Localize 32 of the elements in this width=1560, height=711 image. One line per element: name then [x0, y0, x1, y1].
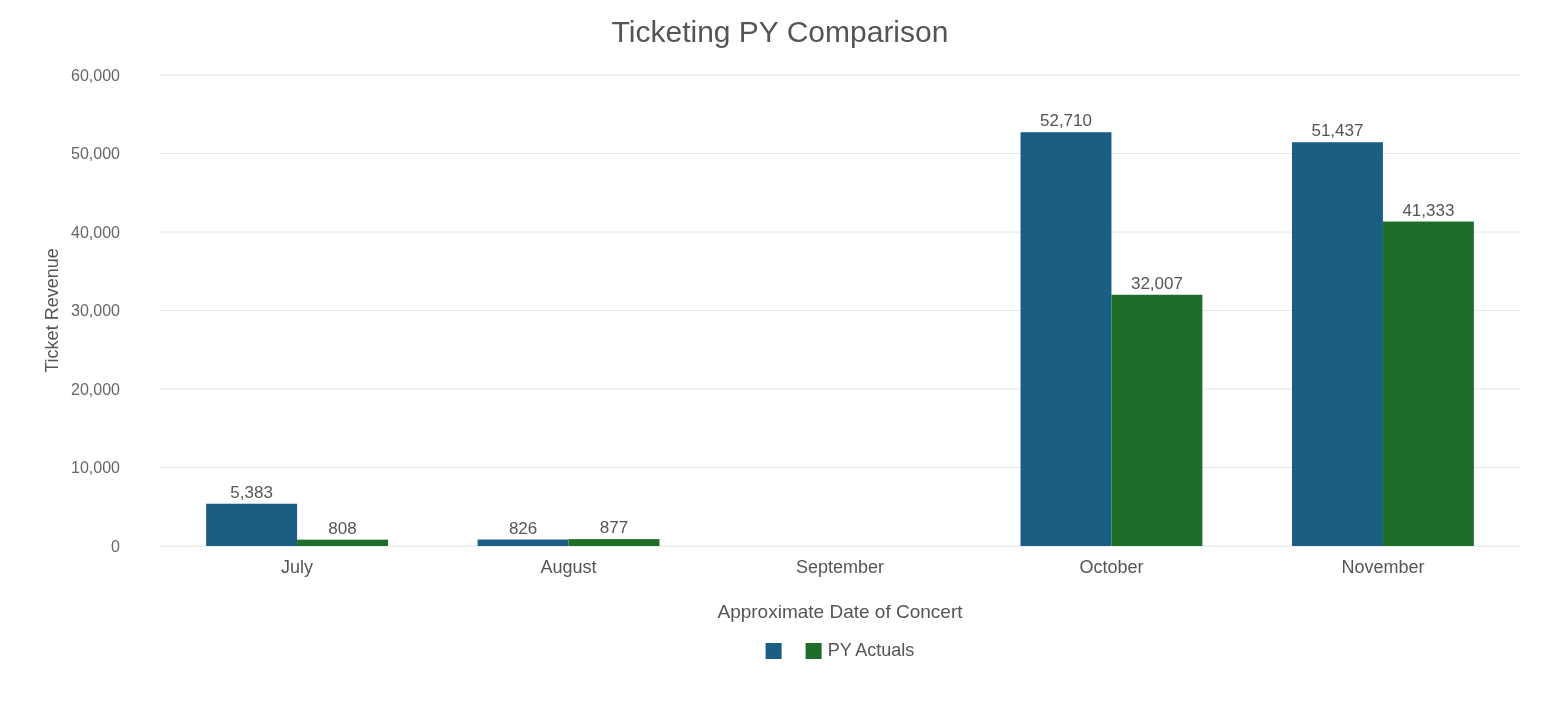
data-label: 808 [328, 518, 357, 538]
y-axis-title: Ticket Revenue [42, 248, 62, 373]
data-label: 52,710 [1039, 111, 1092, 131]
y-tick-label: 30,000 [71, 302, 121, 320]
y-tick-label: 40,000 [71, 223, 121, 241]
x-tick-label: July [281, 556, 314, 577]
bar [297, 539, 389, 546]
bar [1291, 142, 1383, 546]
x-axis-title: Approximate Date of Concert [717, 601, 964, 622]
data-label: 826 [508, 518, 538, 538]
data-label: 51,437 [1311, 121, 1364, 141]
x-tick-label: September [795, 556, 885, 577]
data-label: 41,333 [1402, 200, 1455, 220]
bar [206, 503, 298, 546]
x-tick-label: November [1341, 556, 1425, 577]
bar [1382, 221, 1474, 546]
y-tick-label: 50,000 [71, 145, 121, 163]
bar [568, 539, 660, 546]
bar [477, 539, 569, 546]
chart-title: Ticketing PY Comparison [611, 15, 949, 48]
y-tick-label: 0 [111, 537, 121, 555]
bar [1020, 132, 1112, 546]
x-tick-label: October [1079, 556, 1144, 577]
legend-label: PY Actuals [827, 640, 915, 660]
y-tick-label: 10,000 [71, 459, 121, 477]
bar [1111, 294, 1203, 546]
data-label: 5,383 [230, 482, 273, 502]
data-label: 32,007 [1130, 273, 1183, 293]
y-tick-label: 60,000 [71, 66, 121, 84]
x-tick-label: August [540, 556, 597, 577]
data-label: 877 [599, 518, 629, 538]
y-tick-label: 20,000 [71, 380, 121, 398]
